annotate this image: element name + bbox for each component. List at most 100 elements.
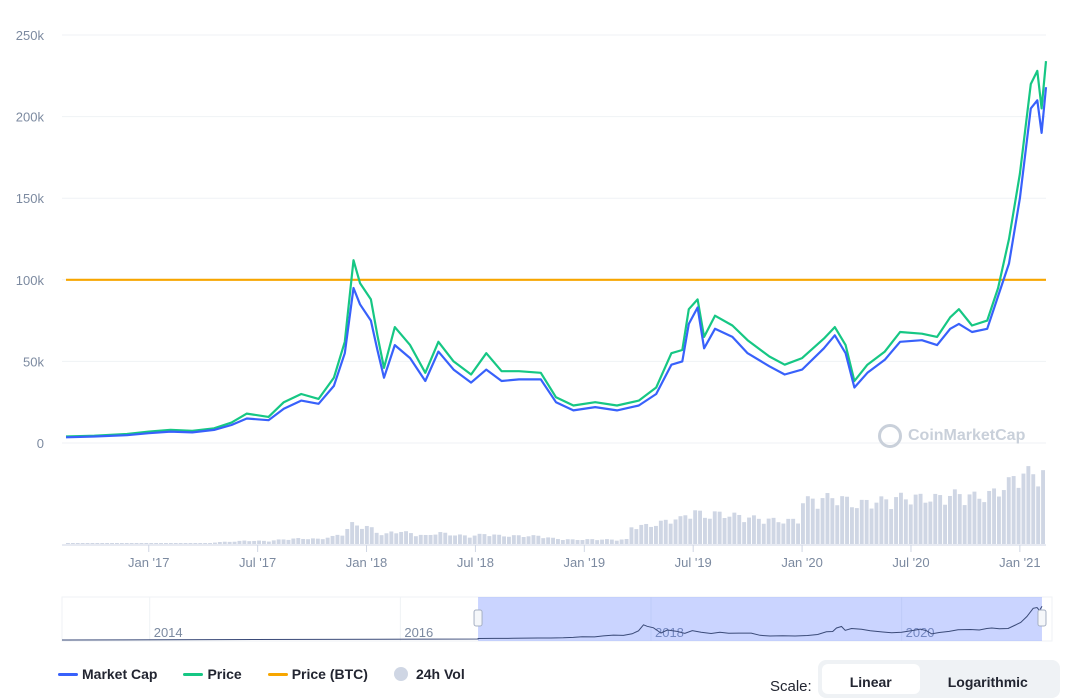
x-tick-label: Jul '20: [892, 555, 929, 570]
volume-bar: [541, 538, 546, 544]
volume-bar: [688, 518, 693, 544]
volume-bar: [247, 541, 252, 544]
volume-bar: [727, 516, 732, 544]
volume-bar: [977, 498, 982, 544]
volume-bar: [957, 494, 962, 544]
volume-bar: [703, 517, 707, 544]
volume-bar: [315, 538, 320, 544]
volume-bar: [786, 518, 791, 544]
volume-bar: [502, 536, 506, 544]
volume-bar: [560, 540, 565, 544]
volume-bar: [992, 488, 996, 544]
volume-bar: [933, 493, 938, 544]
legend-market-cap[interactable]: Market Cap: [58, 666, 157, 682]
x-tick-label: Jul '18: [457, 555, 494, 570]
volume-bar: [320, 539, 325, 544]
volume-bar: [879, 496, 884, 544]
volume-bar: [776, 522, 781, 544]
volume-bar: [580, 539, 585, 544]
volume-bar: [458, 534, 462, 544]
volume-bar: [428, 534, 433, 544]
volume-bar: [771, 517, 776, 544]
legend-price[interactable]: Price: [183, 666, 242, 682]
volume-bar: [105, 543, 110, 544]
volume-bar: [575, 540, 580, 544]
volume-bar: [742, 522, 747, 544]
volume-bar: [663, 519, 668, 544]
volume-bar: [707, 518, 712, 544]
x-tick-label: Jan '21: [999, 555, 1041, 570]
volume-bar: [472, 535, 477, 544]
volume-bar: [967, 494, 972, 544]
y-tick-label: 200k: [16, 110, 45, 125]
legend-volume[interactable]: 24h Vol: [393, 666, 465, 682]
volume-swatch: [393, 667, 408, 681]
navigator-line: [61, 606, 1043, 641]
volume-bar: [815, 508, 820, 544]
y-tick-label: 150k: [16, 191, 45, 206]
volume-bar: [448, 535, 453, 544]
legend-price-btc[interactable]: Price (BTC): [267, 666, 368, 682]
volume-bar: [1021, 473, 1026, 544]
volume-bar: [683, 515, 688, 544]
volume-bar: [521, 536, 526, 544]
y-tick-label: 100k: [16, 273, 45, 288]
volume-bar: [70, 543, 75, 544]
volume-bar: [227, 541, 232, 544]
volume-bar: [987, 490, 992, 544]
volume-bar: [364, 525, 369, 544]
volume-bar: [286, 539, 291, 544]
volume-bar: [629, 527, 634, 544]
volume-bar: [433, 534, 438, 544]
volume-bar: [810, 498, 815, 544]
volume-bar: [658, 520, 663, 544]
scale-logarithmic-button[interactable]: Logarithmic: [947, 674, 1028, 690]
volume-bar: [516, 535, 521, 544]
navigator-handle-right[interactable]: [1037, 609, 1047, 627]
volume-bar: [551, 537, 555, 544]
x-tick-label: Jul '19: [675, 555, 712, 570]
volume-bar: [413, 536, 418, 544]
volume-bar: [188, 543, 193, 544]
volume-bar: [418, 534, 423, 544]
volume-bar: [948, 495, 952, 544]
volume-bar: [962, 505, 967, 544]
volume-bar: [242, 540, 247, 544]
navigator-selection: [478, 597, 1042, 641]
volume-bar: [350, 522, 355, 544]
volume-bar: [271, 540, 276, 544]
volume-bar: [619, 539, 624, 544]
y-tick-label: 250k: [16, 28, 45, 43]
volume-bar: [438, 532, 443, 544]
volume-bar: [805, 496, 810, 544]
volume-bar: [423, 534, 428, 544]
market-cap-swatch: [58, 672, 78, 676]
volume-bar: [110, 543, 114, 544]
volume-bar: [379, 535, 384, 544]
volume-bar: [624, 539, 629, 544]
volume-bar: [605, 539, 609, 544]
volume-bar: [600, 539, 604, 544]
scale-linear-button[interactable]: Linear: [821, 664, 920, 694]
volume-bar: [306, 539, 310, 544]
volume-bar: [761, 523, 766, 544]
volume-bar: [1026, 466, 1031, 544]
volume-bar: [193, 543, 198, 544]
volume-bar: [75, 543, 80, 544]
volume-bar: [511, 535, 516, 544]
volume-bar: [335, 534, 340, 544]
volume-bar: [869, 508, 874, 544]
volume-bar: [565, 539, 570, 544]
navigator-handle-left[interactable]: [473, 609, 483, 627]
navigator-frame: [61, 596, 1053, 642]
volume-bar: [928, 501, 933, 544]
volume-bar: [467, 537, 472, 544]
volume-bar: [634, 529, 639, 544]
volume-bar: [531, 535, 536, 544]
volume-bar: [835, 505, 840, 544]
volume-bar: [649, 526, 653, 544]
volume-bar: [257, 540, 261, 544]
legend: Market Cap Price Price (BTC) 24h Vol: [58, 666, 491, 682]
volume-bar: [100, 543, 105, 544]
volume-bar: [374, 532, 379, 544]
